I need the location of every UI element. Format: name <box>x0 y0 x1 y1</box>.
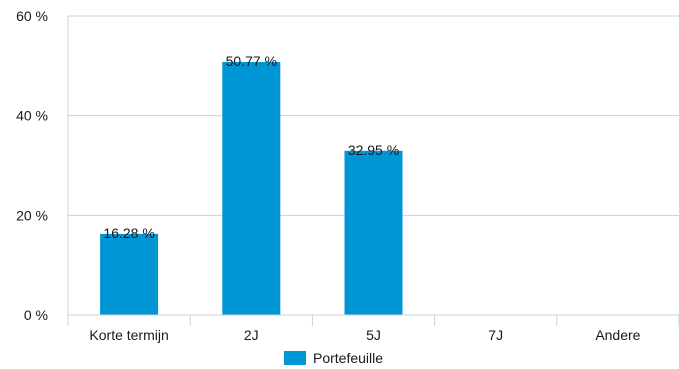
data-labels: 16.28 % 50.77 % 32.95 % <box>103 53 399 241</box>
y-tick-label-0: 0 % <box>24 307 48 323</box>
data-label-korte-termijn: 16.28 % <box>103 225 154 241</box>
x-tick-label-korte-termijn: Korte termijn <box>89 327 168 343</box>
bar-5j[interactable] <box>344 150 403 315</box>
y-tick-label-60: 60 % <box>16 8 48 24</box>
x-axis: Korte termijn 2J 5J 7J Andere <box>67 314 679 343</box>
x-tick-label-andere: Andere <box>595 327 640 343</box>
legend-label-portefeuille[interactable]: Portefeuille <box>313 350 383 366</box>
x-tick-label-2j: 2J <box>244 327 259 343</box>
y-axis-tick-labels: 0 % 20 % 40 % 60 % <box>16 8 48 323</box>
legend-swatch[interactable] <box>284 351 306 365</box>
data-label-5j: 32.95 % <box>348 142 399 158</box>
x-tick-label-5j: 5J <box>366 327 381 343</box>
bars <box>100 61 403 315</box>
bar-2j[interactable] <box>222 61 281 315</box>
data-label-2j: 50.77 % <box>226 53 277 69</box>
x-tick-label-7j: 7J <box>488 327 503 343</box>
bar-korte-termijn[interactable] <box>100 233 159 315</box>
legend[interactable]: Portefeuille <box>284 350 383 366</box>
y-tick-label-40: 40 % <box>16 108 48 124</box>
y-tick-label-20: 20 % <box>16 207 48 223</box>
